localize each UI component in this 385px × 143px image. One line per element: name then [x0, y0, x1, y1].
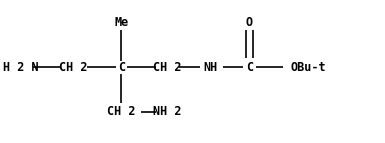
- Text: O: O: [246, 16, 253, 29]
- Text: C: C: [246, 61, 253, 74]
- Text: CH 2: CH 2: [59, 61, 87, 74]
- Text: Me: Me: [114, 16, 129, 29]
- Text: NH: NH: [204, 61, 218, 74]
- Text: CH 2: CH 2: [153, 61, 182, 74]
- Text: C: C: [118, 61, 125, 74]
- Text: H 2 N: H 2 N: [3, 61, 39, 74]
- Text: OBu-t: OBu-t: [290, 61, 326, 74]
- Text: CH 2: CH 2: [107, 105, 136, 118]
- Text: NH 2: NH 2: [153, 105, 182, 118]
